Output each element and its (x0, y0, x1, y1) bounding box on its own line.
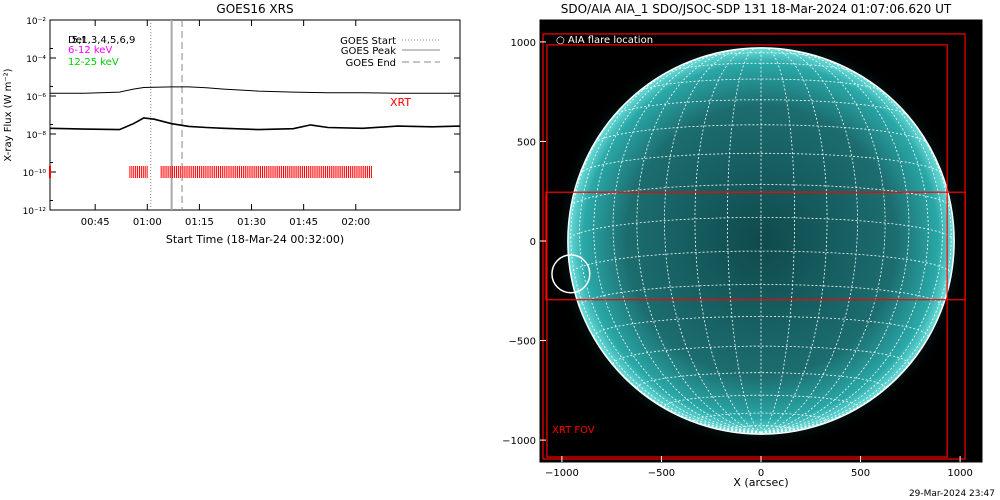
x-tick-label: 01:00 (133, 217, 162, 228)
longitude-grid-line (612, 50, 762, 434)
longitude-grid-line (663, 48, 762, 434)
xrt-label: XRT (390, 96, 411, 109)
longitude-grid-line (760, 83, 952, 434)
series-line-1 (49, 117, 461, 131)
x-tick-label: −500 (648, 468, 675, 479)
legend-label-goes-start: GOES Start (340, 36, 396, 47)
detector-label: Det5,1,3,4,5,6,9 (68, 35, 135, 46)
longitude-grid-line (727, 47, 762, 434)
x-tick-label: 01:30 (237, 217, 266, 228)
longitude-grid-line (636, 48, 762, 434)
y-tick-label: 1000 (511, 38, 536, 49)
x-tick-label: 01:15 (185, 217, 214, 228)
series-line-0 (50, 86, 460, 94)
xrt-fov-box (545, 191, 966, 301)
solar-limb (567, 47, 955, 435)
energy-band-label-high: 12-25 keV (68, 57, 119, 68)
longitude-grid-line (760, 47, 795, 434)
y-tick-label: 10⁻² (26, 17, 46, 27)
x-axis-label: X (arcsec) (733, 476, 788, 489)
legend-label-goes-end: GOES End (346, 58, 396, 69)
aia-image-chart: SDO/AIA AIA_1 SDO/JSOC-SDP 131 18-Mar-20… (502, 2, 995, 499)
latitude-grid-line (570, 250, 952, 275)
xrt-fov-box (546, 44, 948, 458)
y-tick-label: 10⁻⁴ (26, 55, 46, 65)
longitude-grid-line (694, 47, 762, 434)
longitude-grid-line (760, 47, 828, 434)
chart-title: GOES16 XRS (216, 2, 293, 16)
longitude-grid-line (760, 48, 859, 434)
longitude-grid-line (570, 83, 762, 434)
y-tick-label: 10⁻⁸ (26, 131, 46, 141)
y-tick-label: 10⁻¹⁰ (23, 169, 47, 179)
longitude-grid-line (760, 57, 943, 434)
plot-frame (49, 19, 461, 211)
latitude-grid-line (593, 316, 929, 337)
longitude-grid-line (579, 57, 762, 434)
longitude-grid-line (760, 48, 886, 434)
y-tick-label: 500 (517, 137, 536, 148)
longitude-grid-line (760, 51, 929, 434)
x-tick-label: 0 (758, 468, 764, 479)
latitude-grid-line (667, 62, 855, 73)
y-tick-label: −1000 (502, 436, 536, 447)
x-axis-label: Start Time (18-Mar-24 00:32:00) (166, 233, 344, 246)
x-tick-label: 01:45 (289, 217, 318, 228)
image-title: SDO/AIA AIA_1 SDO/JSOC-SDP 131 18-Mar-20… (561, 2, 952, 16)
flare-location-legend: ○ AIA flare location (556, 35, 653, 46)
y-axis-label: X-ray Flux (W m⁻²) (3, 68, 14, 161)
legend: GOES Start GOES Peak GOES End (340, 36, 440, 69)
solar-disk (567, 47, 955, 435)
x-tick-label: −1000 (545, 468, 579, 479)
latitude-grid-line (694, 412, 828, 422)
latitude-grid-line (579, 152, 943, 175)
latitude-grid-line (594, 124, 928, 144)
y-tick-label: 10⁻⁶ (26, 93, 46, 103)
x-tick-label: 00:45 (81, 217, 110, 228)
footer-timestamp: 29-Mar-2024 23:47 (909, 489, 995, 499)
x-tick-label: 1000 (947, 468, 972, 479)
y-tick-label: 0 (530, 237, 536, 248)
x-tick-label: 500 (851, 468, 870, 479)
longitude-grid-line (760, 50, 910, 434)
longitude-grid-line (593, 51, 762, 434)
y-tick-label: −500 (509, 337, 536, 348)
flare-location-circle (551, 254, 591, 294)
energy-band-label-low: 6-12 keV (68, 45, 112, 56)
goes-xrs-chart: GOES16 XRS 10⁻¹² 10⁻¹⁰ 10⁻⁸ 10⁻⁶ 10⁻⁴ 10⁻² 00… (3, 2, 461, 246)
x-tick-label: 02:00 (341, 217, 370, 228)
xrt-fov-label: XRT FOV (552, 425, 595, 436)
y-tick-label: 10⁻¹² (23, 207, 47, 217)
legend-label-goes-peak: GOES Peak (341, 46, 396, 57)
